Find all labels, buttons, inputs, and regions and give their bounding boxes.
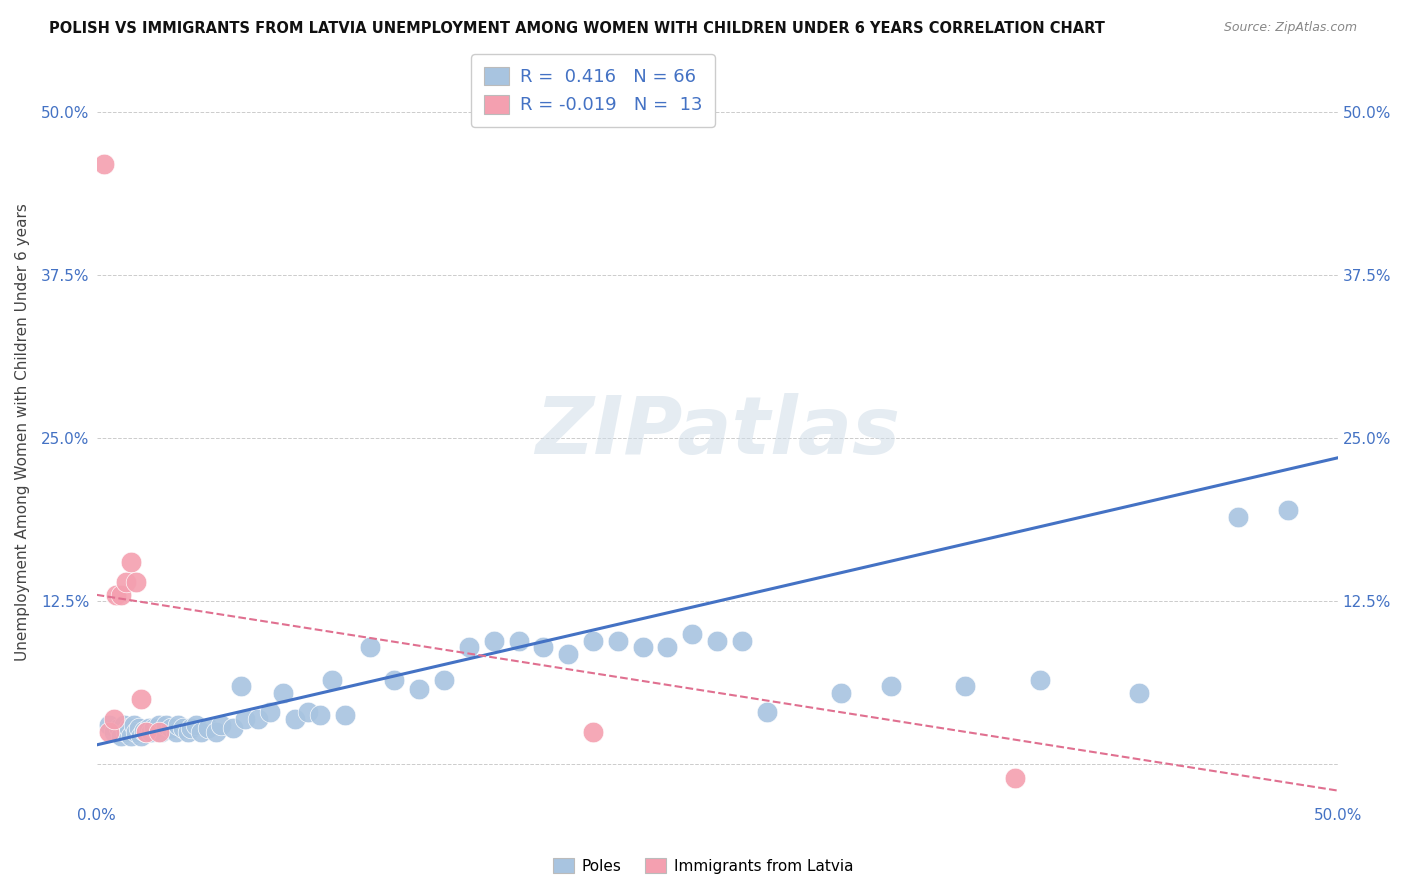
Point [148,718,170,732]
Point [108,721,131,735]
Point [112,718,135,732]
Y-axis label: Unemployment Among Women with Children Under 6 years: Unemployment Among Women with Children U… [15,202,30,661]
Point [606,633,628,648]
Point [408,681,430,696]
Point [830,686,852,700]
Point [482,633,505,648]
Point [955,679,977,693]
Point [184,718,207,732]
Point [1227,509,1250,524]
Point [284,712,307,726]
Legend: R =  0.416   N = 66, R = -0.019   N =  13: R = 0.416 N = 66, R = -0.019 N = 13 [471,54,714,127]
Point [582,724,605,739]
Point [115,574,138,589]
Point [1128,686,1150,700]
Point [321,673,343,687]
Point [98,724,121,739]
Point [197,721,219,735]
Point [180,721,202,735]
Point [93,157,115,171]
Point [384,673,406,687]
Point [110,729,132,743]
Point [167,718,190,732]
Point [125,724,148,739]
Point [105,588,128,602]
Point [271,686,294,700]
Point [128,721,150,735]
Point [1277,503,1299,517]
Point [297,706,319,720]
Point [333,707,356,722]
Point [172,721,194,735]
Point [209,718,232,732]
Point [508,633,530,648]
Point [138,721,160,735]
Point [122,718,145,732]
Point [259,706,281,720]
Point [582,633,605,648]
Point [132,723,155,738]
Point [706,633,728,648]
Point [120,729,142,743]
Point [222,721,245,735]
Point [1029,673,1052,687]
Point [148,724,170,739]
Text: ZIPatlas: ZIPatlas [534,392,900,471]
Point [135,724,157,739]
Point [880,679,903,693]
Point [457,640,479,654]
Point [118,721,141,735]
Point [129,692,152,706]
Point [141,724,163,739]
Point [150,724,173,739]
Text: POLISH VS IMMIGRANTS FROM LATVIA UNEMPLOYMENT AMONG WOMEN WITH CHILDREN UNDER 6 : POLISH VS IMMIGRANTS FROM LATVIA UNEMPLO… [49,21,1105,36]
Point [155,718,177,732]
Point [235,712,257,726]
Point [120,555,142,569]
Point [125,574,148,589]
Point [1004,771,1026,785]
Point [142,721,165,735]
Point [359,640,381,654]
Point [103,724,125,739]
Point [246,712,269,726]
Point [110,588,132,602]
Point [531,640,554,654]
Point [160,721,183,735]
Point [103,712,125,726]
Point [165,724,187,739]
Point [731,633,754,648]
Text: Source: ZipAtlas.com: Source: ZipAtlas.com [1223,21,1357,34]
Point [98,718,121,732]
Point [755,706,778,720]
Point [204,724,226,739]
Point [433,673,456,687]
Point [631,640,654,654]
Point [177,724,200,739]
Point [309,707,332,722]
Point [115,724,138,739]
Point [135,724,157,739]
Point [190,724,212,739]
Point [657,640,679,654]
Point [129,729,152,743]
Point [681,627,703,641]
Legend: Poles, Immigrants from Latvia: Poles, Immigrants from Latvia [547,852,859,880]
Point [557,647,579,661]
Point [229,679,252,693]
